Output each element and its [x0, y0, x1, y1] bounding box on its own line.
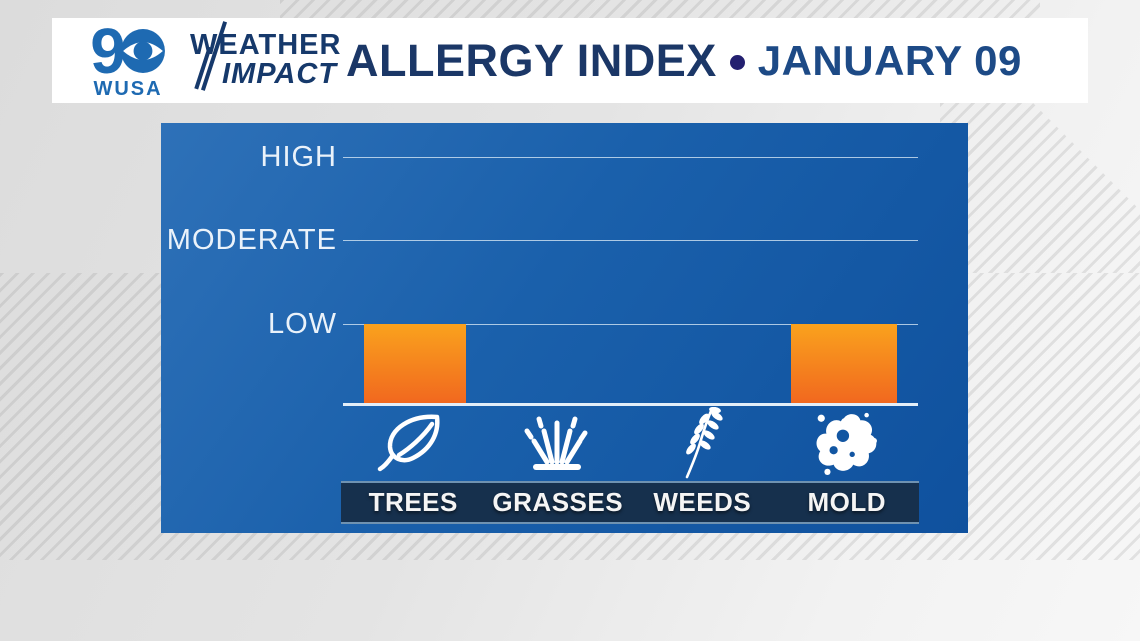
y-tick-moderate: MODERATE — [166, 224, 337, 256]
mold-icon — [816, 412, 877, 475]
allergy-chart-panel: HIGH MODERATE LOW — [161, 123, 968, 533]
mold-icon-cell — [774, 407, 918, 479]
trees-icon-cell — [341, 407, 485, 479]
weeds-icon — [685, 407, 723, 479]
y-tick-high: HIGH — [260, 141, 337, 173]
x-axis-baseline — [343, 403, 918, 406]
category-label-mold: MOLD — [807, 487, 887, 517]
diagonal-stripes-right — [940, 103, 1140, 273]
y-tick-low: LOW — [267, 308, 337, 340]
channel-9-numeral: 9 — [90, 15, 126, 87]
wusa9-logo: 9 WUSA — [68, 15, 188, 100]
bar-mold — [791, 324, 897, 403]
category-label-grasses: GRASSES — [492, 487, 624, 517]
title-separator-dot — [729, 55, 745, 70]
leaf-icon — [377, 414, 440, 472]
cbs-eye-icon — [120, 29, 165, 73]
station-callsign: WUSA — [93, 78, 163, 100]
category-label-weeds: WEEDS — [653, 487, 752, 517]
gridline-low — [343, 324, 918, 325]
category-label-bar: TREES GRASSES WEEDS MOLD — [341, 481, 919, 524]
gridline-moderate — [343, 240, 918, 241]
weeds-icon-cell — [629, 407, 773, 479]
page-title: ALLERGY INDEX — [346, 34, 717, 86]
header-bar: 9 WUSA WEATHER IMPACT ALLERGY INDEX JANU… — [52, 18, 1088, 103]
diagonal-stripes-top — [280, 0, 1040, 18]
gridline-high — [343, 157, 918, 158]
brand-weather-text: WEATHER — [190, 29, 342, 61]
grasses-icon-cell — [485, 407, 629, 479]
bar-trees — [364, 324, 466, 403]
weather-impact-brand: WEATHER IMPACT — [190, 29, 410, 90]
date-label: JANUARY 09 — [757, 36, 1022, 84]
brand-impact-text: IMPACT — [222, 58, 338, 90]
grasses-icon — [524, 416, 588, 470]
category-label-trees: TREES — [368, 487, 458, 517]
